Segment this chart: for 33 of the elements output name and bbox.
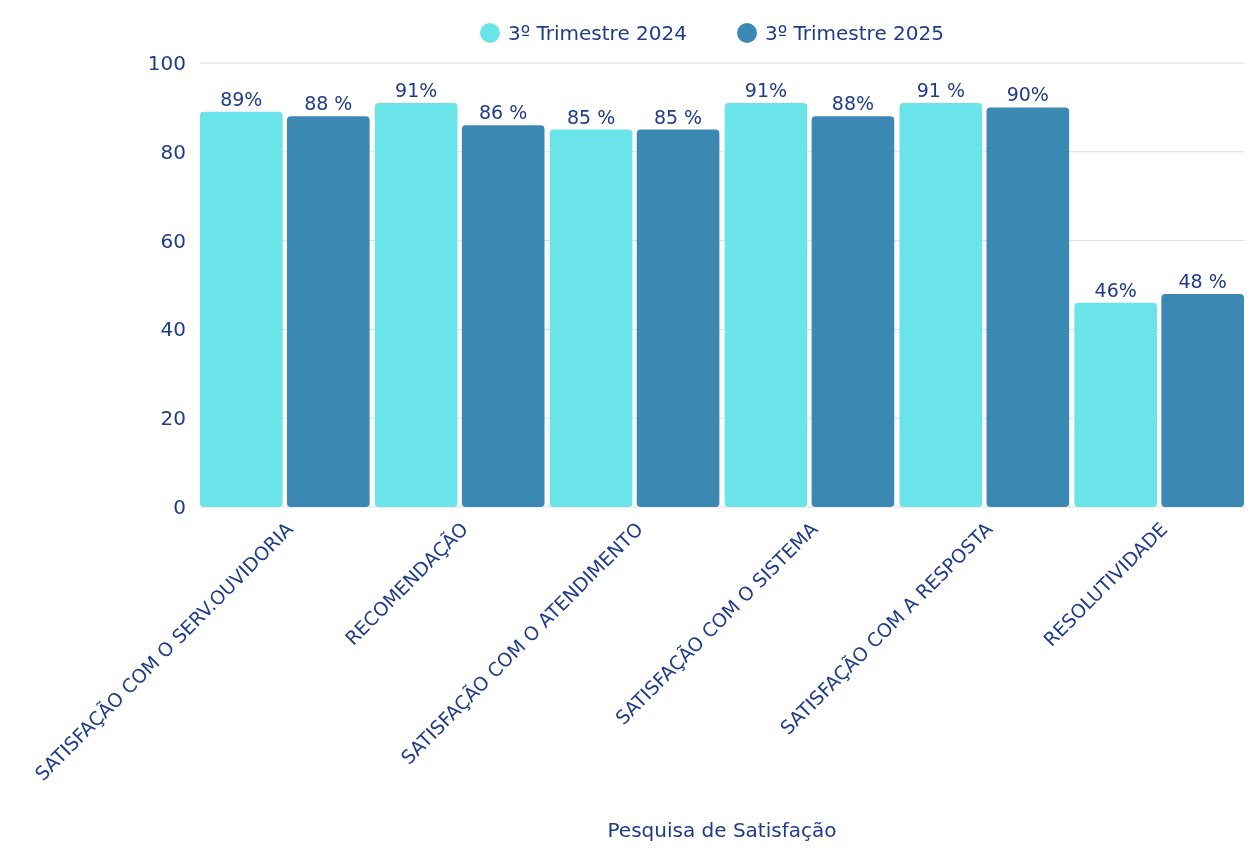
data-label: 89% — [220, 87, 263, 110]
data-label: 91 % — [916, 78, 965, 101]
bar — [1161, 293, 1244, 507]
y-tick-label: 40 — [160, 317, 186, 342]
legend-label: 3º Trimestre 2024 — [508, 21, 687, 45]
y-tick-label: 20 — [160, 406, 186, 431]
bar — [986, 107, 1070, 507]
data-label: 86 % — [479, 101, 528, 124]
y-tick-label: 0 — [173, 495, 186, 519]
data-label: 88% — [831, 92, 875, 115]
data-label: 48 % — [1178, 269, 1227, 292]
data-label: 88 % — [304, 92, 353, 115]
bar — [200, 111, 283, 507]
y-tick-label: 80 — [160, 139, 186, 164]
bar — [899, 102, 983, 507]
bar — [286, 116, 370, 507]
data-label: 91% — [744, 78, 788, 101]
data-label: 85 % — [653, 105, 703, 128]
data-label: 91% — [395, 78, 438, 101]
data-label: 46% — [1094, 278, 1137, 301]
data-label: 85 % — [566, 105, 616, 128]
bar — [374, 102, 458, 507]
bar — [811, 116, 895, 507]
data-label: 90% — [1006, 83, 1049, 106]
legend-label: 3º Trimestre 2025 — [765, 21, 944, 45]
x-axis-title: Pesquisa de Satisfação — [607, 818, 837, 842]
bar — [1074, 302, 1158, 507]
y-tick-label: 60 — [160, 228, 186, 253]
bar — [461, 125, 545, 507]
bar — [549, 129, 633, 507]
y-tick-label: 100 — [147, 51, 186, 75]
bar — [636, 129, 720, 507]
bar — [724, 102, 808, 507]
